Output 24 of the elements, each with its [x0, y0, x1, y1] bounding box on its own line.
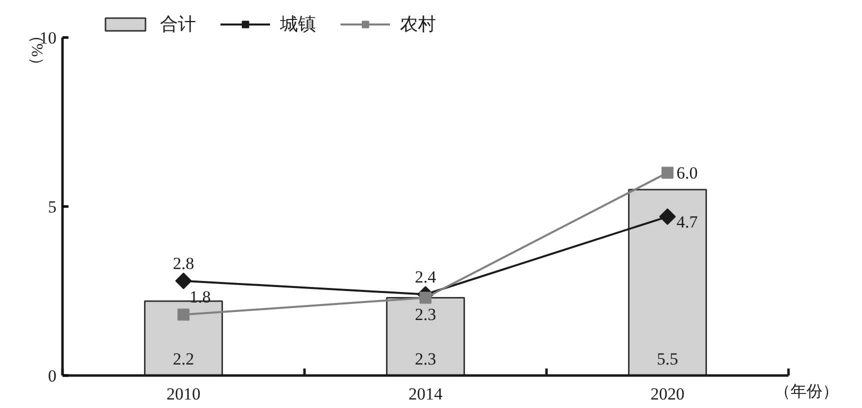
x-tick-label: 2020	[650, 384, 684, 404]
point	[175, 272, 192, 290]
x-tick-label: 2014	[408, 384, 443, 404]
data-label: 2.2	[172, 350, 194, 368]
point	[178, 308, 190, 321]
data-label: 2.8	[172, 254, 194, 273]
legend-label: 城镇	[280, 13, 316, 36]
legend-label: 合计	[160, 13, 196, 36]
data-label: 4.7	[676, 212, 698, 232]
y-tick-label: 0	[48, 366, 56, 386]
point	[659, 208, 676, 225]
data-label: 5.5	[656, 350, 678, 368]
x-tick-label: 2010	[166, 384, 200, 404]
bar	[628, 188, 707, 376]
data-label: 2.3	[414, 304, 436, 324]
bar	[386, 297, 465, 376]
data-label: 2.3	[414, 350, 436, 368]
point	[420, 292, 432, 304]
y-tick-label: 5	[48, 198, 56, 216]
point	[662, 166, 674, 179]
legend-label: 农村	[400, 13, 436, 36]
data-label: 6.0	[676, 164, 698, 183]
x-axis-title: （年份）	[774, 384, 838, 400]
data-label: 2.4	[414, 267, 437, 286]
